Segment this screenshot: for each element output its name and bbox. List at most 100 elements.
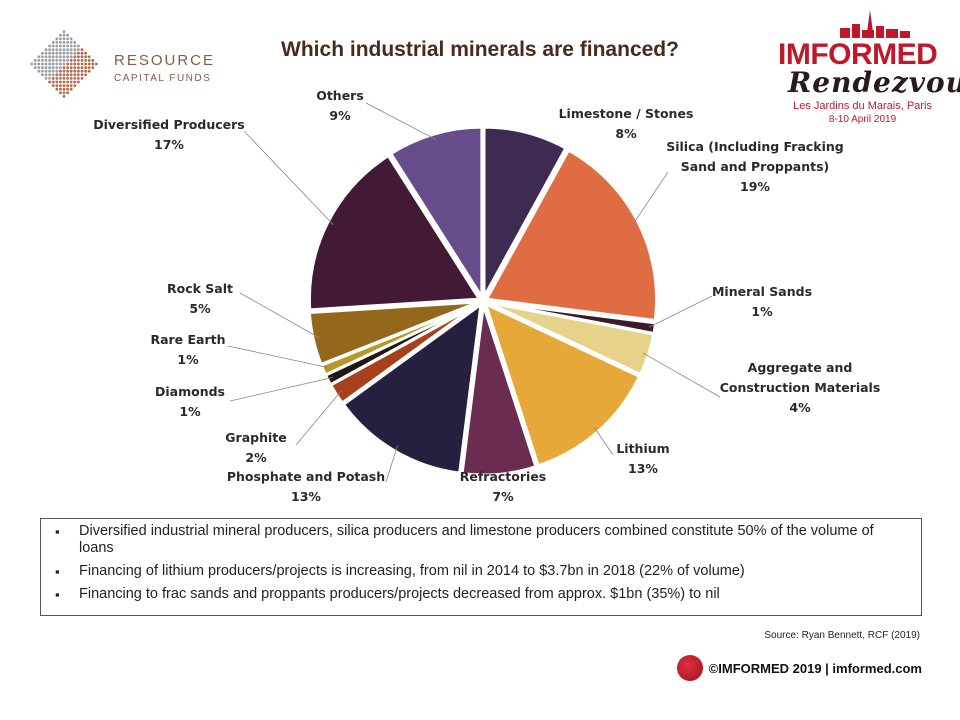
rcf-logo-dot [62,51,66,55]
rcf-logo-dot [55,41,59,44]
rcf-logo-dot [51,73,55,77]
rcf-logo-dot [73,73,77,77]
rcf-logo-dot [66,51,69,55]
leader-line [593,426,614,456]
imformed-globe-icon [676,655,703,681]
rcf-logo-dot [77,51,80,55]
rcf-logo-dot [77,69,80,73]
leader-line [632,171,669,225]
slice-label: Aggregate and [748,360,853,375]
rcf-logo-dot [55,51,59,55]
rcf-logo-dot [84,66,87,69]
rcf-logo-dot [55,48,59,51]
note-item: Financing of lithium producers/projects … [53,563,911,580]
rcf-logo-dot [84,51,87,55]
pie-slice [486,300,656,377]
rcf-logo-dot [51,44,55,48]
rcf-logo-dot [55,59,59,62]
pie-slice [341,301,483,475]
rcf-logo-dot [55,55,59,59]
rcf-logo-dot [87,59,91,62]
rcf-logo-dot [59,48,62,51]
rcf-logo-dot [73,77,77,80]
rcf-logo-dot [62,95,66,98]
pie-slice [482,125,568,298]
pie-slice [483,301,642,468]
slice-label: Sand and Proppants) [681,159,830,174]
rcf-logo-dot [62,30,66,33]
footer: ©IMFORMED 2019 | imformed.com [676,655,922,681]
rcf-logo-dot [80,51,84,55]
rcf-logo-dot [69,84,73,87]
rcf-logo-dot [62,62,66,66]
rcf-logo-dot [55,44,59,48]
source-note: Source: Ryan Bennett, RCF (2019) [764,630,920,641]
rcf-logo-dot [95,62,98,66]
rcf-logo-dot [44,55,48,59]
rcf-logo-dot [62,69,66,73]
rcf-logo-dot [84,55,87,59]
rcf-logo-dot [51,59,55,62]
footer-text: ©IMFORMED 2019 | imformed.com [708,660,922,676]
page-title: Which industrial minerals are financed? [281,38,679,61]
rcf-logo-dot [51,51,55,55]
imformed-rendezvous-logo: IMFORMED Rendezvous Les Jardins du Marai… [770,10,960,130]
rcf-logo-dot [69,51,73,55]
rcf-logo-dot [48,73,51,77]
rcf-logo-dot [91,62,95,66]
rcf-logo-dot [66,87,69,91]
rcf-logo-dot [77,59,80,62]
slice-value-label: 9% [329,108,351,123]
slice-label: Rare Earth [150,332,225,347]
rcf-logo-dot [59,37,62,41]
rcf-logo-dot [66,41,69,44]
rcf-logo-dot [59,87,62,91]
rcf-logo-dot [62,41,66,44]
rcf-logo-dot [66,84,69,87]
rcf-logo-dot [44,73,48,77]
rcf-logo-dot [62,55,66,59]
leader-line [243,130,334,226]
rcf-logo-dot [73,51,77,55]
rcf-logo-dot [48,80,51,84]
rcf-logo-dot [41,55,44,59]
rcf-logo-dot [62,44,66,48]
rcf-logo-dot [69,69,73,73]
rcf-logo-dot [62,87,66,91]
pie-slice [388,125,484,303]
rcf-logo-dot [69,87,73,91]
rcf-logo-dot [59,77,62,80]
rcf-logo-dot [37,62,41,66]
slice-value-label: 2% [245,450,267,465]
rcf-logo-dot [62,73,66,77]
rcf-logo-dot [37,55,41,59]
slice-value-label: 13% [628,461,658,476]
leader-line [229,376,334,402]
rcf-logo-dot [80,59,84,62]
rcf-logo-dot [55,69,59,73]
rcf-logo-dot [55,37,59,41]
rcf-logo-dot [84,59,87,62]
rcf-logo-dot [41,69,44,73]
rcf-logo-dot [87,69,91,73]
rcf-logo-dot [87,55,91,59]
slice-value-label: 1% [751,304,773,319]
rcf-logo-dot [30,62,33,66]
rcf-logo-dot [77,62,80,66]
paris-skyline-icon [840,10,910,38]
rcf-logo-dot [84,69,87,73]
rcf-logo-dot [59,33,62,37]
rcf-logo-dot [87,66,91,69]
rcf-logo-dot [69,77,73,80]
rcf-logo-dot [59,41,62,44]
rcf-logo-dot [44,62,48,66]
slice-label: Lithium [616,441,669,456]
slice-value-label: 1% [179,404,201,419]
event-dates: 8-10 April 2019 [828,114,897,125]
pie-slice [484,148,659,323]
rcf-logo-dot [41,59,44,62]
slice-value-label: 19% [740,179,770,194]
event-venue: Les Jardins du Marais, Paris [793,100,932,112]
rcf-logo-dot [91,66,95,69]
leader-line [295,390,342,446]
